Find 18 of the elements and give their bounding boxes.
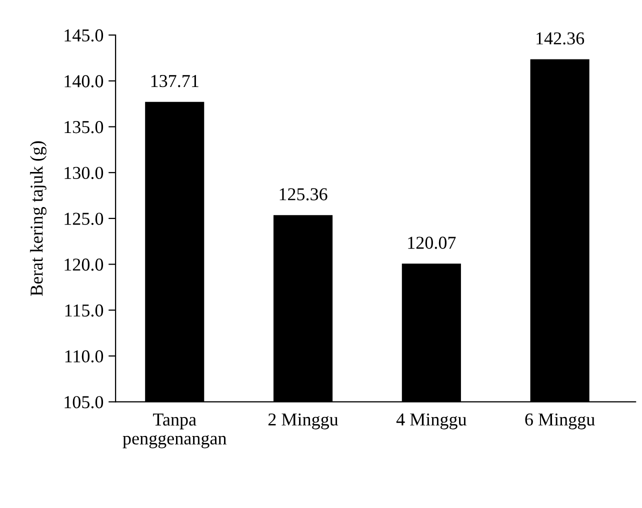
x-tick-label: 6 Minggu — [525, 413, 595, 430]
y-tick-label: 135.0 — [64, 121, 104, 134]
data-label: 137.71 — [151, 74, 198, 88]
y-tick-label: 120.0 — [64, 258, 104, 271]
data-label: 142.36 — [536, 32, 584, 45]
x-tick-label: Tanpa penggenangan — [122, 414, 226, 448]
y-tick-label: 125.0 — [64, 212, 104, 225]
y-tick-label: 105.0 — [64, 396, 104, 408]
y-tick-label: 140.0 — [64, 75, 104, 88]
y-tick-label: 110.0 — [65, 350, 104, 362]
y-tick-label: 130.0 — [64, 166, 104, 180]
y-axis-title: Berat kering tajuk (g) — [30, 141, 46, 296]
x-tick-label: 4 Minggu — [396, 413, 466, 430]
y-tick-label: 145.0 — [64, 29, 104, 42]
data-label: 125.36 — [280, 188, 328, 200]
data-label: 120.07 — [408, 236, 456, 249]
y-tick-label: 115.0 — [65, 304, 104, 317]
x-tick-label: 2 Minggu — [268, 413, 338, 430]
